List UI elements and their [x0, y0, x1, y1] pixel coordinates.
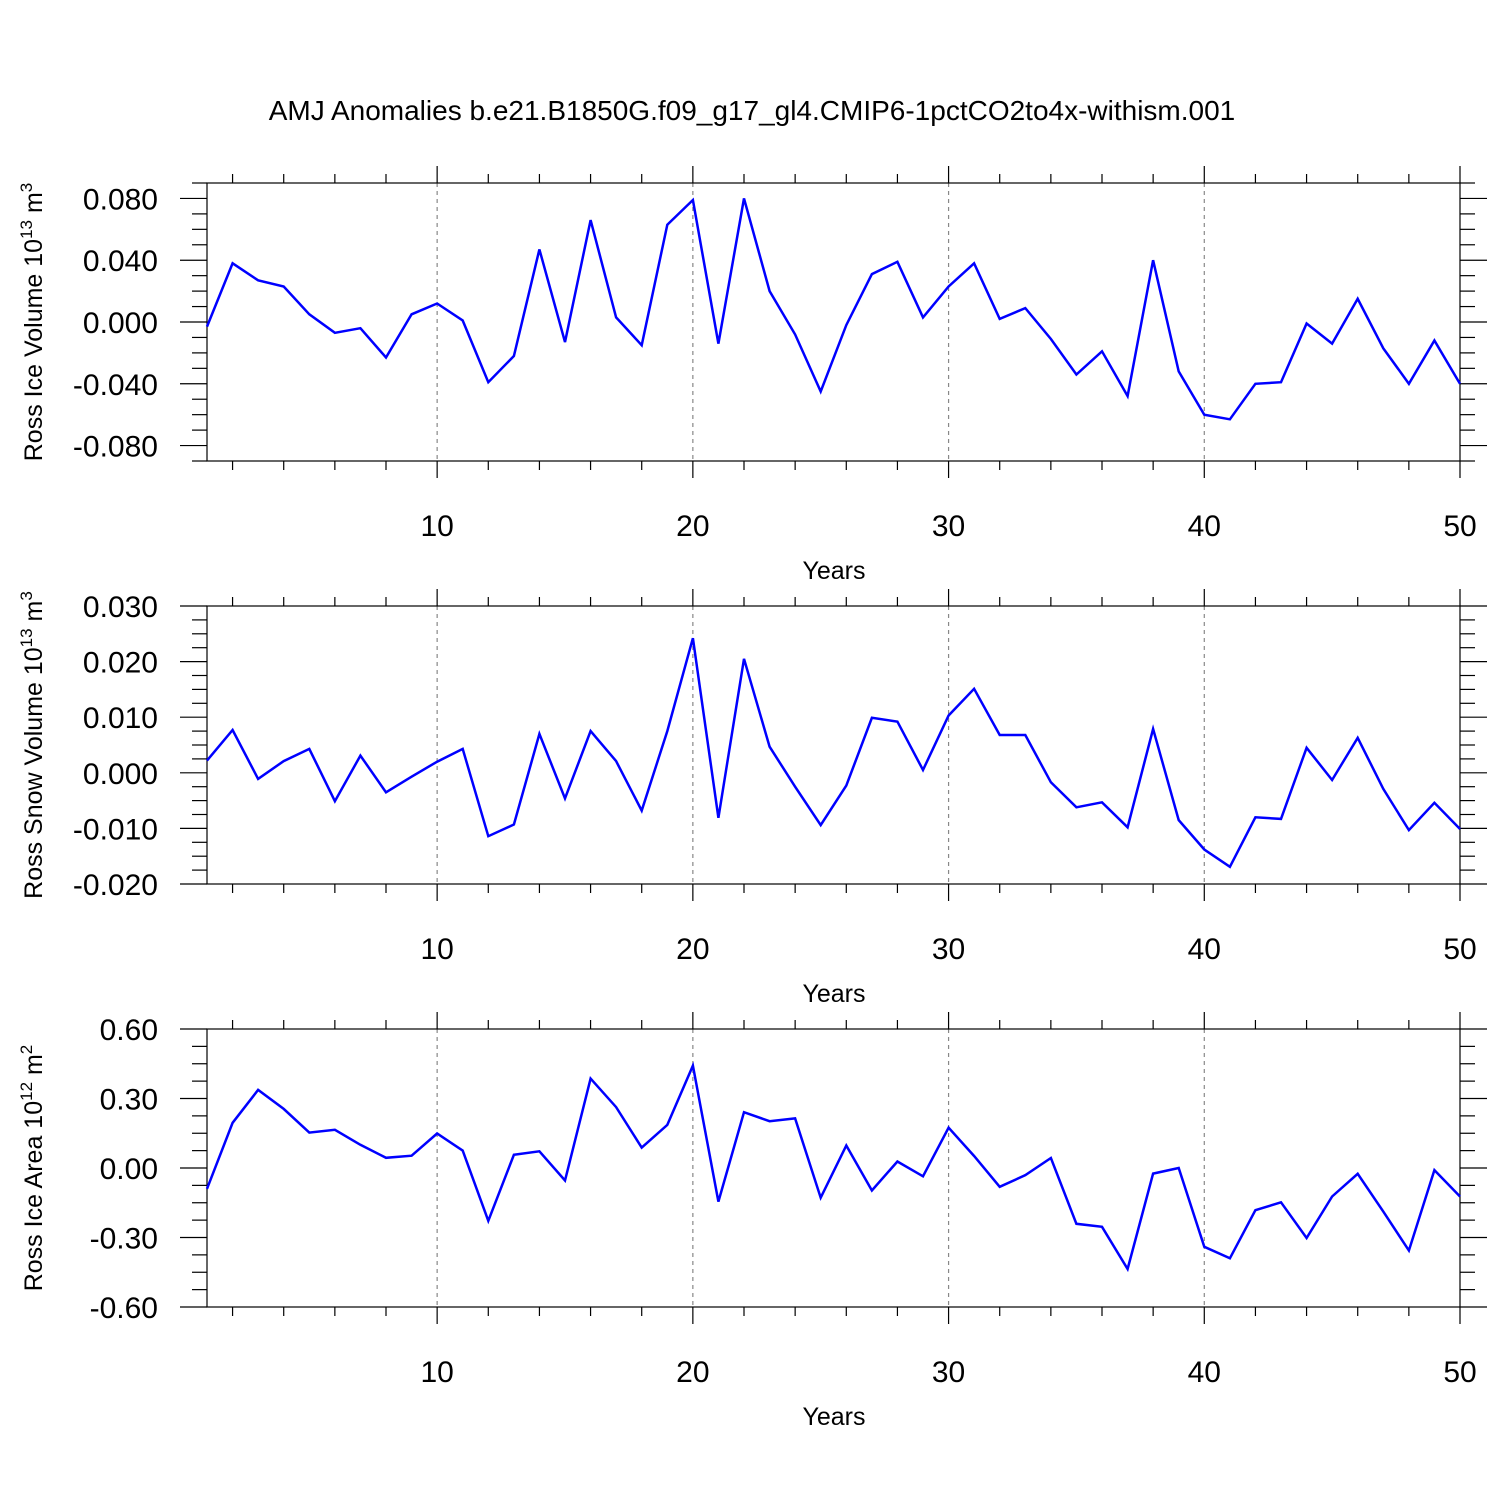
x-tick-label: 10 [420, 1356, 453, 1389]
y-tick-label: -0.30 [90, 1223, 158, 1256]
y-axis-label-unit-exponent: 2 [17, 1045, 36, 1054]
panel-ross-ice-area: 10 20 30 40 50 0.60 0.30 0.00 -0.30 -0.60 Years Ros… [17, 1012, 1487, 1431]
x-tick-label: 30 [932, 933, 965, 966]
y-axis-label-unit: m [20, 601, 48, 629]
plot-frame [206, 1028, 1461, 1308]
x-tick-label: 40 [1188, 1356, 1221, 1389]
y-axis-label-unit-exponent: 3 [17, 183, 36, 192]
y-tick-label: 0.00 [100, 1153, 158, 1186]
y-axis-label: Ross Ice Area 1012 m2 [17, 1045, 48, 1292]
x-tick-label: 50 [1443, 1356, 1476, 1389]
y-axis-label-exponent: 13 [17, 220, 36, 239]
y-axis-label-unit-exponent: 3 [17, 591, 36, 600]
x-tick-label: 10 [420, 510, 453, 543]
x-tick-label: 20 [676, 1356, 709, 1389]
y-tick-label: -0.60 [90, 1292, 158, 1325]
x-tick-label: 50 [1443, 510, 1476, 543]
x-tick-label: 50 [1443, 933, 1476, 966]
panel-ross-snow-volume: 10 20 30 40 50 0.030 0.020 0.010 0.000 -0.010 -0.0… [17, 589, 1487, 1008]
x-tick-label: 20 [676, 933, 709, 966]
x-tick-label: 30 [932, 1356, 965, 1389]
y-axis-label-exponent: 13 [17, 628, 36, 647]
y-tick-label: -0.020 [73, 869, 158, 902]
x-tick-label: 30 [932, 510, 965, 543]
series-line [206, 637, 1461, 869]
y-axis-label-unit: m [20, 192, 48, 220]
y-axis-label-text: Ross Ice Area 10 [20, 1101, 48, 1291]
y-tick-label: 0.010 [83, 702, 158, 735]
panels: 10 20 30 40 50 0.080 0.040 0.000 -0.040 -0.080 Yea… [17, 166, 1487, 1431]
y-tick-label: 0.020 [83, 647, 158, 680]
y-tick-label: -0.040 [73, 369, 158, 402]
x-axis-label: Years [802, 980, 865, 1008]
y-axis-label: Ross Snow Volume 1013 m3 [17, 591, 48, 899]
x-tick-label: 40 [1188, 933, 1221, 966]
x-axis-label: Years [802, 1403, 865, 1431]
y-tick-label: -0.010 [73, 813, 158, 846]
y-tick-label: 0.60 [100, 1014, 158, 1047]
plot-frame [206, 182, 1461, 462]
y-tick-label: 0.030 [83, 591, 158, 624]
y-tick-label: -0.080 [73, 431, 158, 464]
y-axis-label-unit: m [20, 1054, 48, 1082]
chart-title: AMJ Anomalies b.e21.B1850G.f09_g17_gl4.C… [269, 95, 1236, 126]
y-tick-label: 0.040 [83, 245, 158, 278]
y-axis-label: Ross Ice Volume 1013 m3 [17, 183, 48, 462]
x-tick-label: 40 [1188, 510, 1221, 543]
series-line [205, 197, 1462, 421]
plot-frame [206, 605, 1461, 885]
x-tick-label: 20 [676, 510, 709, 543]
series-line [205, 1061, 1461, 1273]
x-axis-label: Years [802, 557, 865, 585]
y-tick-label: 0.080 [83, 183, 158, 216]
panel-ross-ice-volume: 10 20 30 40 50 0.080 0.040 0.000 -0.040 -0.080 Yea… [17, 166, 1487, 585]
y-axis-label-text: Ross Snow Volume 10 [20, 647, 48, 899]
y-tick-label: 0.000 [83, 758, 158, 791]
x-tick-label: 10 [420, 933, 453, 966]
y-tick-label: 0.30 [100, 1084, 158, 1117]
y-axis-label-text: Ross Ice Volume 10 [20, 239, 48, 461]
y-tick-label: 0.000 [83, 307, 158, 340]
y-axis-label-exponent: 12 [17, 1082, 36, 1101]
